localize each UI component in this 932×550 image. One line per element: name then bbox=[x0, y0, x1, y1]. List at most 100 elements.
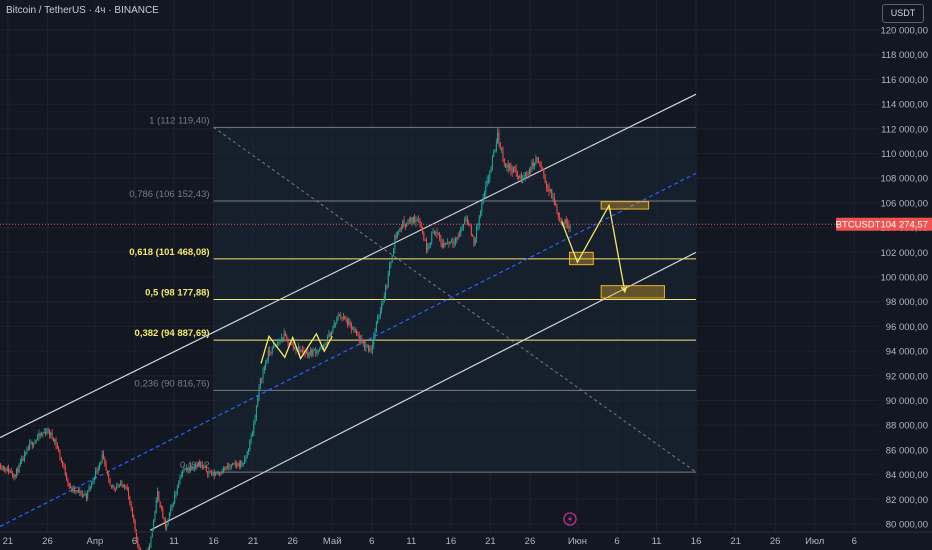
candle-body bbox=[390, 261, 392, 265]
candle-body bbox=[80, 490, 82, 496]
candle-body bbox=[125, 487, 127, 488]
candle-body bbox=[354, 330, 356, 332]
candle-body bbox=[340, 315, 342, 318]
candle-body bbox=[481, 203, 483, 212]
candle-body bbox=[77, 490, 79, 493]
candle-body bbox=[444, 243, 446, 245]
candle-body bbox=[189, 466, 191, 469]
candle-body bbox=[559, 216, 561, 218]
candle-body bbox=[128, 490, 130, 497]
candle-body bbox=[342, 316, 344, 318]
candle-body bbox=[137, 538, 139, 547]
candles bbox=[0, 127, 571, 550]
candle-body bbox=[294, 347, 296, 348]
candle-body bbox=[253, 423, 255, 435]
candle-body bbox=[259, 378, 261, 387]
candle-body bbox=[382, 301, 384, 304]
price-tick-label: 112 000,00 bbox=[881, 124, 928, 135]
candle-body bbox=[84, 494, 86, 496]
candle-body bbox=[229, 466, 231, 468]
candle-body bbox=[535, 157, 537, 164]
candle-body bbox=[279, 341, 281, 343]
candle-body bbox=[447, 242, 449, 245]
candle-body bbox=[211, 472, 213, 475]
candle-body bbox=[325, 344, 327, 346]
currency-button[interactable]: USDT bbox=[882, 4, 924, 23]
fibonacci-retracement[interactable]: 1 (112 119,40) 0,786 (106 152,43) 0,618 (1… bbox=[129, 115, 697, 473]
candle-body bbox=[526, 173, 528, 175]
candle-body bbox=[250, 436, 252, 441]
candle-body bbox=[427, 247, 429, 251]
candle-body bbox=[48, 429, 50, 436]
candle-body bbox=[494, 150, 496, 152]
candle-body bbox=[456, 238, 458, 240]
candle-body bbox=[83, 494, 85, 496]
candle-body bbox=[448, 242, 450, 244]
candle-body bbox=[163, 518, 165, 521]
candle-body bbox=[419, 220, 421, 223]
price-axis[interactable]: 80 000,00 82 000,00 84 000,00 86 000,00 88 0… bbox=[836, 26, 932, 531]
candle-body bbox=[23, 453, 25, 461]
candle-body bbox=[370, 349, 372, 351]
candle-body bbox=[164, 520, 166, 528]
candle-body bbox=[345, 318, 347, 320]
candle-body bbox=[273, 346, 275, 348]
candle-body bbox=[126, 487, 128, 491]
channel-lower-line[interactable] bbox=[150, 251, 697, 531]
candle-body bbox=[155, 499, 157, 513]
candle-body bbox=[309, 350, 311, 354]
candle-body bbox=[292, 344, 294, 348]
candle-body bbox=[168, 512, 170, 519]
candle-body bbox=[175, 491, 177, 495]
candle-body bbox=[503, 158, 505, 164]
candle-body bbox=[284, 332, 286, 337]
candle-body bbox=[480, 211, 482, 216]
candle-body bbox=[241, 461, 243, 465]
trend-channel[interactable] bbox=[0, 93, 697, 531]
candle-body bbox=[105, 463, 107, 471]
candle-body bbox=[154, 512, 156, 520]
candle-body bbox=[357, 334, 359, 337]
channel-upper-line[interactable] bbox=[0, 93, 697, 439]
candle-body bbox=[0, 464, 2, 469]
candle-body bbox=[222, 468, 224, 473]
candle-body bbox=[369, 349, 371, 350]
candle-body bbox=[536, 157, 538, 159]
candle-body bbox=[499, 143, 501, 149]
price-tick-label: 86 000,00 bbox=[886, 445, 928, 456]
projection-path[interactable] bbox=[560, 203, 626, 292]
candle-body bbox=[304, 352, 306, 354]
candle-body bbox=[162, 508, 164, 519]
candle-body bbox=[159, 501, 161, 508]
time-axis[interactable]: 21 26 Апр 6 11 16 21 26 Май 6 11 16 21 26 Июн 6 11 16 21 26… bbox=[0, 531, 932, 547]
candle-body bbox=[495, 142, 497, 151]
candle-body bbox=[232, 463, 234, 465]
candle-body bbox=[449, 241, 451, 244]
time-tick-label: 26 bbox=[42, 536, 53, 547]
candle-body bbox=[73, 487, 75, 492]
target-zone[interactable] bbox=[600, 285, 665, 299]
candle-body bbox=[519, 175, 521, 178]
candle-body bbox=[5, 469, 7, 472]
candle-body bbox=[557, 213, 559, 217]
candle-body bbox=[39, 433, 41, 436]
candle-body bbox=[54, 439, 56, 442]
projection-annotations[interactable] bbox=[260, 201, 665, 364]
candle-body bbox=[160, 507, 162, 509]
candle-body bbox=[102, 454, 104, 459]
candle-body bbox=[469, 224, 471, 227]
candle-body bbox=[197, 463, 199, 467]
candle-body bbox=[527, 174, 529, 175]
time-tick-label: 11 bbox=[652, 536, 662, 547]
target-zone[interactable] bbox=[600, 201, 650, 210]
candle-body bbox=[209, 471, 211, 473]
candle-body bbox=[565, 219, 567, 224]
pattern-zigzag[interactable] bbox=[260, 332, 333, 364]
candle-body bbox=[266, 360, 268, 364]
candle-body bbox=[568, 224, 570, 229]
flash-icon[interactable] bbox=[563, 512, 577, 526]
candle-body bbox=[17, 469, 19, 473]
candle-body bbox=[385, 285, 387, 296]
candle-body bbox=[461, 227, 463, 230]
